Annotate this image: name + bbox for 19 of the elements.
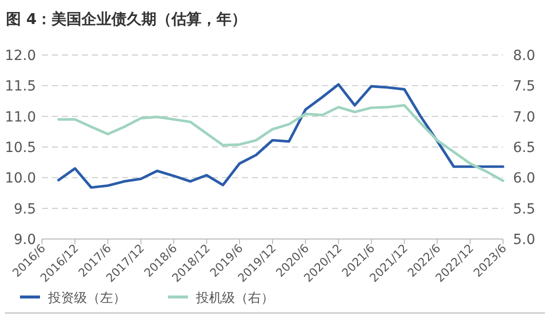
y-tick-label: 10.5 xyxy=(4,140,36,156)
y-tick-label: 11.5 xyxy=(4,78,36,95)
y2-tick-label: 5.5 xyxy=(513,201,536,218)
y-tick-label: 12.0 xyxy=(4,48,36,64)
y2-tick-label: 7.5 xyxy=(513,78,536,95)
chart-title: 图 4：美国企业债久期（估算，年） xyxy=(6,10,247,28)
legend-label: 投机级（右） xyxy=(195,291,274,306)
y2-tick-label: 5.0 xyxy=(513,232,536,248)
legend-label: 投资级（左） xyxy=(47,291,126,306)
y2-tick-label: 6.5 xyxy=(513,140,536,156)
y2-tick-label: 8.0 xyxy=(513,48,536,64)
y2-tick-label: 7.0 xyxy=(513,109,536,126)
line-series xyxy=(57,83,504,189)
y-tick-label: 11.0 xyxy=(4,109,36,126)
y-tick-label: 10.0 xyxy=(4,170,36,187)
line-series xyxy=(57,104,504,182)
y-tick-label: 9.5 xyxy=(14,201,36,218)
y2-tick-label: 6.0 xyxy=(513,170,536,187)
y-tick-label: 9.0 xyxy=(14,232,36,248)
